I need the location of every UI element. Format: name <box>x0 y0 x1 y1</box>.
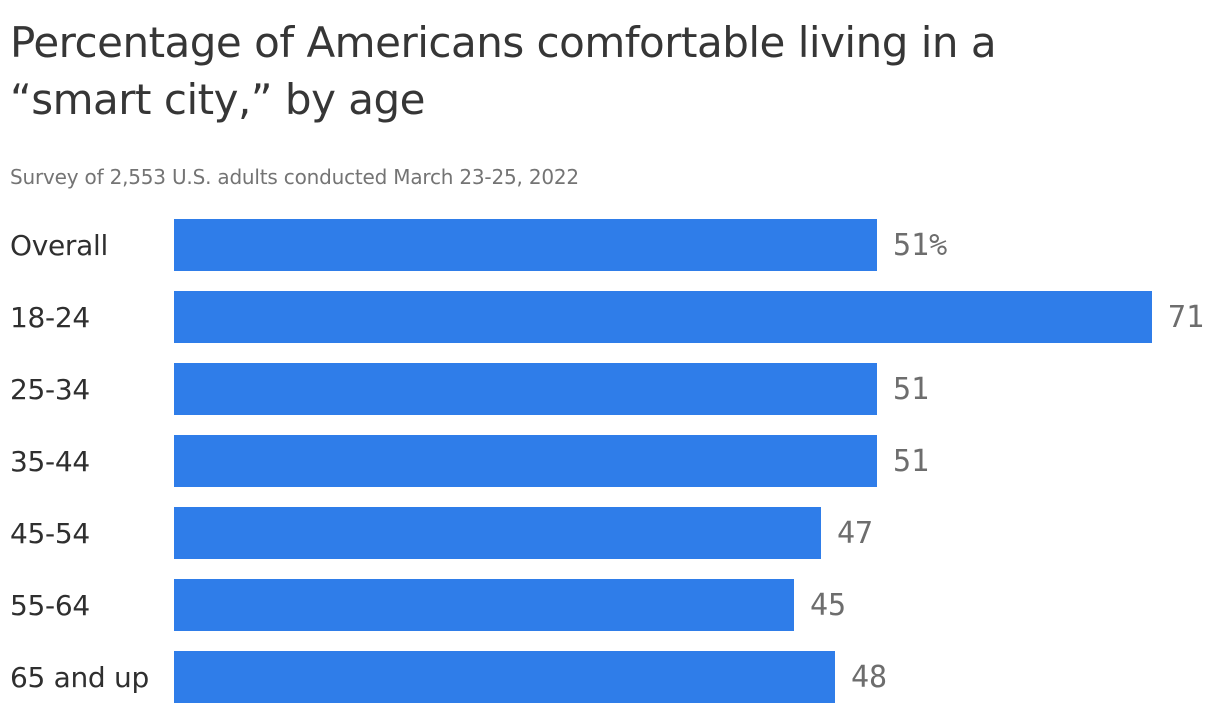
value-label: 51% <box>893 227 948 263</box>
bar <box>174 435 877 487</box>
chart-row: 55-64 45 <box>10 579 1220 631</box>
value-label: 71 <box>1168 299 1205 335</box>
chart-subtitle: Survey of 2,553 U.S. adults conducted Ma… <box>10 165 579 189</box>
category-label: 45-54 <box>10 516 90 550</box>
value-label: 51 <box>893 371 930 407</box>
page-title-line-1: Percentage of Americans comfortable livi… <box>10 18 997 67</box>
category-label: 65 and up <box>10 660 149 694</box>
category-label: 35-44 <box>10 444 90 478</box>
page-title-line-2: “smart city,” by age <box>10 75 426 124</box>
chart-row: 25-34 51 <box>10 363 1220 415</box>
value-label: 47 <box>837 515 874 551</box>
value-label: 51 <box>893 443 930 479</box>
bar-chart: Overall 51% 18-24 71 25-34 51 35-44 51 45-54 47 55… <box>10 219 1220 703</box>
bar <box>174 291 1152 343</box>
bar <box>174 507 821 559</box>
bar <box>174 651 835 703</box>
category-label: 55-64 <box>10 588 90 622</box>
value-label: 48 <box>851 659 888 695</box>
chart-row: 65 and up 48 <box>10 651 1220 703</box>
chart-row: 35-44 51 <box>10 435 1220 487</box>
page-title: Percentage of Americans comfortable livi… <box>10 14 1180 128</box>
bar <box>174 579 794 631</box>
chart-header: Percentage of Americans comfortable livi… <box>0 0 1220 191</box>
chart-row: 18-24 71 <box>10 291 1220 343</box>
category-label: 18-24 <box>10 300 90 334</box>
category-label: 25-34 <box>10 372 90 406</box>
category-label: Overall <box>10 228 108 262</box>
value-label: 45 <box>810 587 847 623</box>
bar <box>174 219 877 271</box>
chart-row: 45-54 47 <box>10 507 1220 559</box>
bar <box>174 363 877 415</box>
chart-row: Overall 51% <box>10 219 1220 271</box>
